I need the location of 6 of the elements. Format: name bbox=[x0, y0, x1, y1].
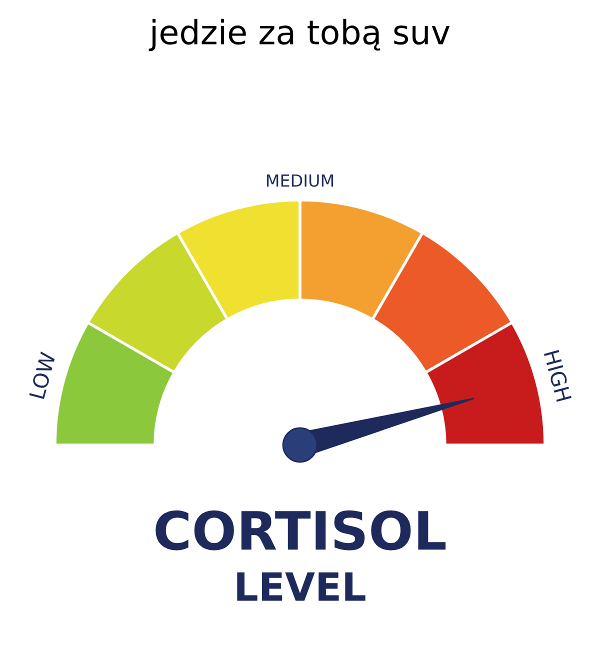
text: LEVEL bbox=[237, 572, 366, 601]
text: MEDIUM bbox=[267, 174, 333, 187]
text: CORTISOL bbox=[156, 510, 446, 550]
slice-label: HIGH bbox=[544, 350, 572, 402]
chart-title: jedzie za tobą suv bbox=[148, 18, 450, 52]
slice-label: LOW bbox=[28, 351, 56, 400]
